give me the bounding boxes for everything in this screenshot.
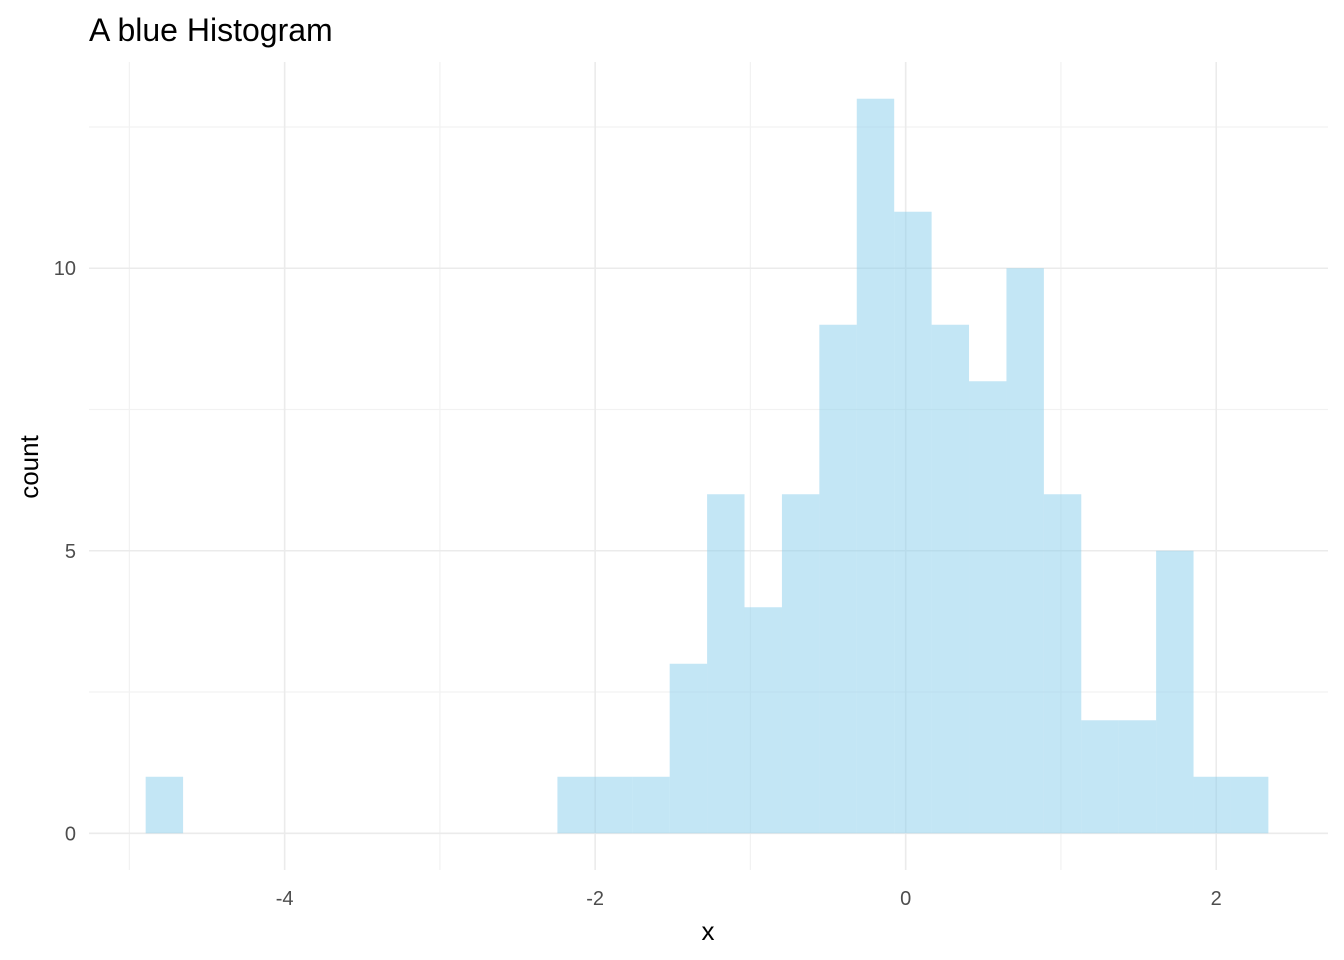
- histogram-bar: [1230, 776, 1269, 834]
- x-tick-label: -2: [586, 888, 604, 910]
- x-tick-label: 2: [1211, 888, 1222, 910]
- x-axis-ticks: -4 -2 0 2: [276, 888, 1222, 910]
- y-axis-ticks: 0 5 10: [54, 258, 76, 845]
- histogram-bar: [557, 776, 595, 834]
- y-axis-title: count: [14, 434, 44, 498]
- histogram-bar: [707, 494, 745, 834]
- x-axis-title: x: [702, 916, 715, 946]
- histogram-bar: [744, 607, 782, 834]
- x-tick-label: -4: [276, 888, 294, 910]
- histogram-bar: [969, 381, 1007, 834]
- histogram-bar: [1193, 776, 1231, 834]
- histogram-bars: [145, 98, 1269, 834]
- histogram-bar: [894, 211, 932, 834]
- histogram-bar: [1006, 268, 1044, 834]
- histogram-bar: [781, 494, 820, 834]
- histogram-bar: [145, 776, 184, 834]
- y-tick-label: 0: [65, 823, 76, 845]
- histogram-bar: [931, 324, 970, 834]
- histogram-bar: [1043, 494, 1082, 834]
- histogram-bar: [1081, 720, 1119, 834]
- y-tick-label: 5: [65, 541, 76, 563]
- histogram-bar: [1156, 550, 1194, 834]
- chart-title: A blue Histogram: [89, 12, 333, 48]
- x-tick-label: 0: [900, 888, 911, 910]
- y-tick-label: 10: [54, 258, 76, 280]
- histogram-bar: [669, 663, 708, 834]
- histogram-bar: [1118, 720, 1157, 834]
- histogram-bar: [594, 776, 633, 834]
- histogram-bar: [819, 324, 857, 834]
- histogram-bar: [632, 776, 670, 834]
- histogram-bar: [856, 98, 895, 834]
